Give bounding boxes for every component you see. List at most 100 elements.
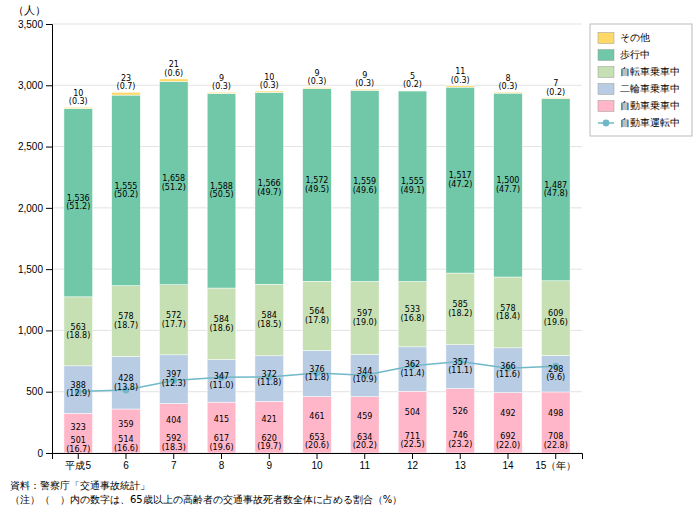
x-tick-label: 7 <box>171 460 177 471</box>
bar <box>494 277 523 348</box>
share-label: (18.3) <box>162 443 186 452</box>
data-labels: 323359404415421461459504526492498388(12.… <box>66 60 568 453</box>
legend-item: 自動車乗車中 <box>598 100 680 112</box>
bar <box>446 273 475 345</box>
x-tick: 10 <box>311 453 323 471</box>
bar <box>350 281 379 354</box>
legend-item: 二輪車乗車中 <box>598 83 680 95</box>
legend: その他歩行中自転車乗車中二輪車乗車中自動車乗車中自動車運転中 <box>590 24 692 136</box>
bar <box>207 360 236 403</box>
bar <box>494 393 523 453</box>
x-tick-mark <box>221 453 222 459</box>
share-label: (19.6) <box>544 318 568 327</box>
share-label: (47.7) <box>496 185 520 194</box>
x-tick-mark <box>126 453 127 459</box>
share-label: (0.7) <box>117 82 136 91</box>
share-label: (0.3) <box>355 79 374 88</box>
bar <box>159 355 188 404</box>
legend-swatch <box>598 101 614 112</box>
x-tick-label: 8 <box>219 460 225 471</box>
note: （注）（ ）内の数字は、65歳以上の高齢者の交通事故死者数全体に占める割合（%） <box>10 494 402 505</box>
share-label: (20.6) <box>305 441 329 450</box>
legend-label: 自転車乗車中 <box>620 66 680 77</box>
legend-frame <box>590 24 692 136</box>
bar <box>112 409 141 453</box>
bar <box>112 95 141 286</box>
share-label: (13.8) <box>114 383 138 392</box>
bar <box>303 396 332 453</box>
bar <box>541 392 570 453</box>
x-tick-mark <box>507 453 508 459</box>
legend-swatch <box>598 67 614 78</box>
bar <box>541 355 570 392</box>
share-label: (0.3) <box>451 76 470 85</box>
bar-series <box>64 273 570 366</box>
y-tick-label: 500 <box>26 386 43 397</box>
share-label: (49.7) <box>257 188 281 197</box>
x-tick: 14 <box>502 453 514 471</box>
legend-swatch <box>598 33 614 44</box>
bar <box>159 79 188 82</box>
share-label: (16.7) <box>66 445 90 454</box>
legend-swatch <box>598 50 614 61</box>
y-tick: 2,000 <box>18 203 52 214</box>
share-label: (19.0) <box>353 318 377 327</box>
x-tick: 9 <box>266 453 272 471</box>
share-label: (11.8) <box>305 373 329 382</box>
share-label: (0.3) <box>212 82 231 91</box>
x-tick: 8 <box>219 453 225 471</box>
share-label: (18.7) <box>114 321 138 330</box>
share-label: (19.7) <box>257 442 281 451</box>
x-tick-label: 平成5 <box>65 460 91 471</box>
plot-area <box>64 79 570 453</box>
share-label: (11.1) <box>448 366 472 375</box>
share-label: (47.8) <box>544 189 568 198</box>
bar-series <box>64 81 570 296</box>
bar <box>541 97 570 99</box>
bar <box>207 92 236 93</box>
y-tick: 3,500 <box>18 19 52 30</box>
bar <box>112 92 141 95</box>
x-tick: 6 <box>123 453 129 471</box>
share-label: (18.8) <box>66 331 90 340</box>
bar <box>159 285 188 355</box>
bar <box>255 91 284 92</box>
data-label: 459 <box>357 412 372 421</box>
share-label: (47.2) <box>448 180 472 189</box>
y-tick-label: 1,500 <box>18 264 43 275</box>
share-label: (50.2) <box>114 190 138 199</box>
share-label: (0.2) <box>546 88 565 97</box>
y-axis-title: （人） <box>13 4 46 17</box>
y-tick-mark <box>46 24 52 25</box>
share-label: (17.8) <box>305 316 329 325</box>
share-label: (17.7) <box>162 320 186 329</box>
y-tick-mark <box>46 330 52 331</box>
y-axis: 05001,0001,5002,0002,5003,0003,500 <box>18 19 53 459</box>
bar <box>303 350 332 396</box>
legend-item: 自転車乗車中 <box>598 66 680 78</box>
share-label: (22.0) <box>496 441 520 450</box>
data-label: 415 <box>214 415 229 424</box>
bar <box>398 90 427 92</box>
share-label: (23.2) <box>448 440 472 449</box>
data-label: 498 <box>548 409 563 418</box>
bar <box>350 90 379 281</box>
legend-label: 自動車運転中 <box>620 117 680 128</box>
x-tick-label: 9 <box>266 460 272 471</box>
share-label: (0.3) <box>308 77 327 86</box>
share-label: (11.8) <box>257 378 281 387</box>
share-label: (0.3) <box>499 82 518 91</box>
bar <box>494 348 523 393</box>
bar <box>112 286 141 357</box>
markers <box>75 358 559 395</box>
data-label: 504 <box>405 408 420 417</box>
y-tick-label: 3,500 <box>18 19 43 30</box>
bar <box>541 281 570 356</box>
bar <box>446 345 475 389</box>
y-tick: 1,500 <box>18 264 52 275</box>
share-label: (11.6) <box>496 370 520 379</box>
x-tick-mark <box>412 453 413 459</box>
note: 資料：警察庁「交通事故統計」 <box>10 480 150 491</box>
bar <box>541 99 570 281</box>
share-label: (11.0) <box>209 381 233 390</box>
